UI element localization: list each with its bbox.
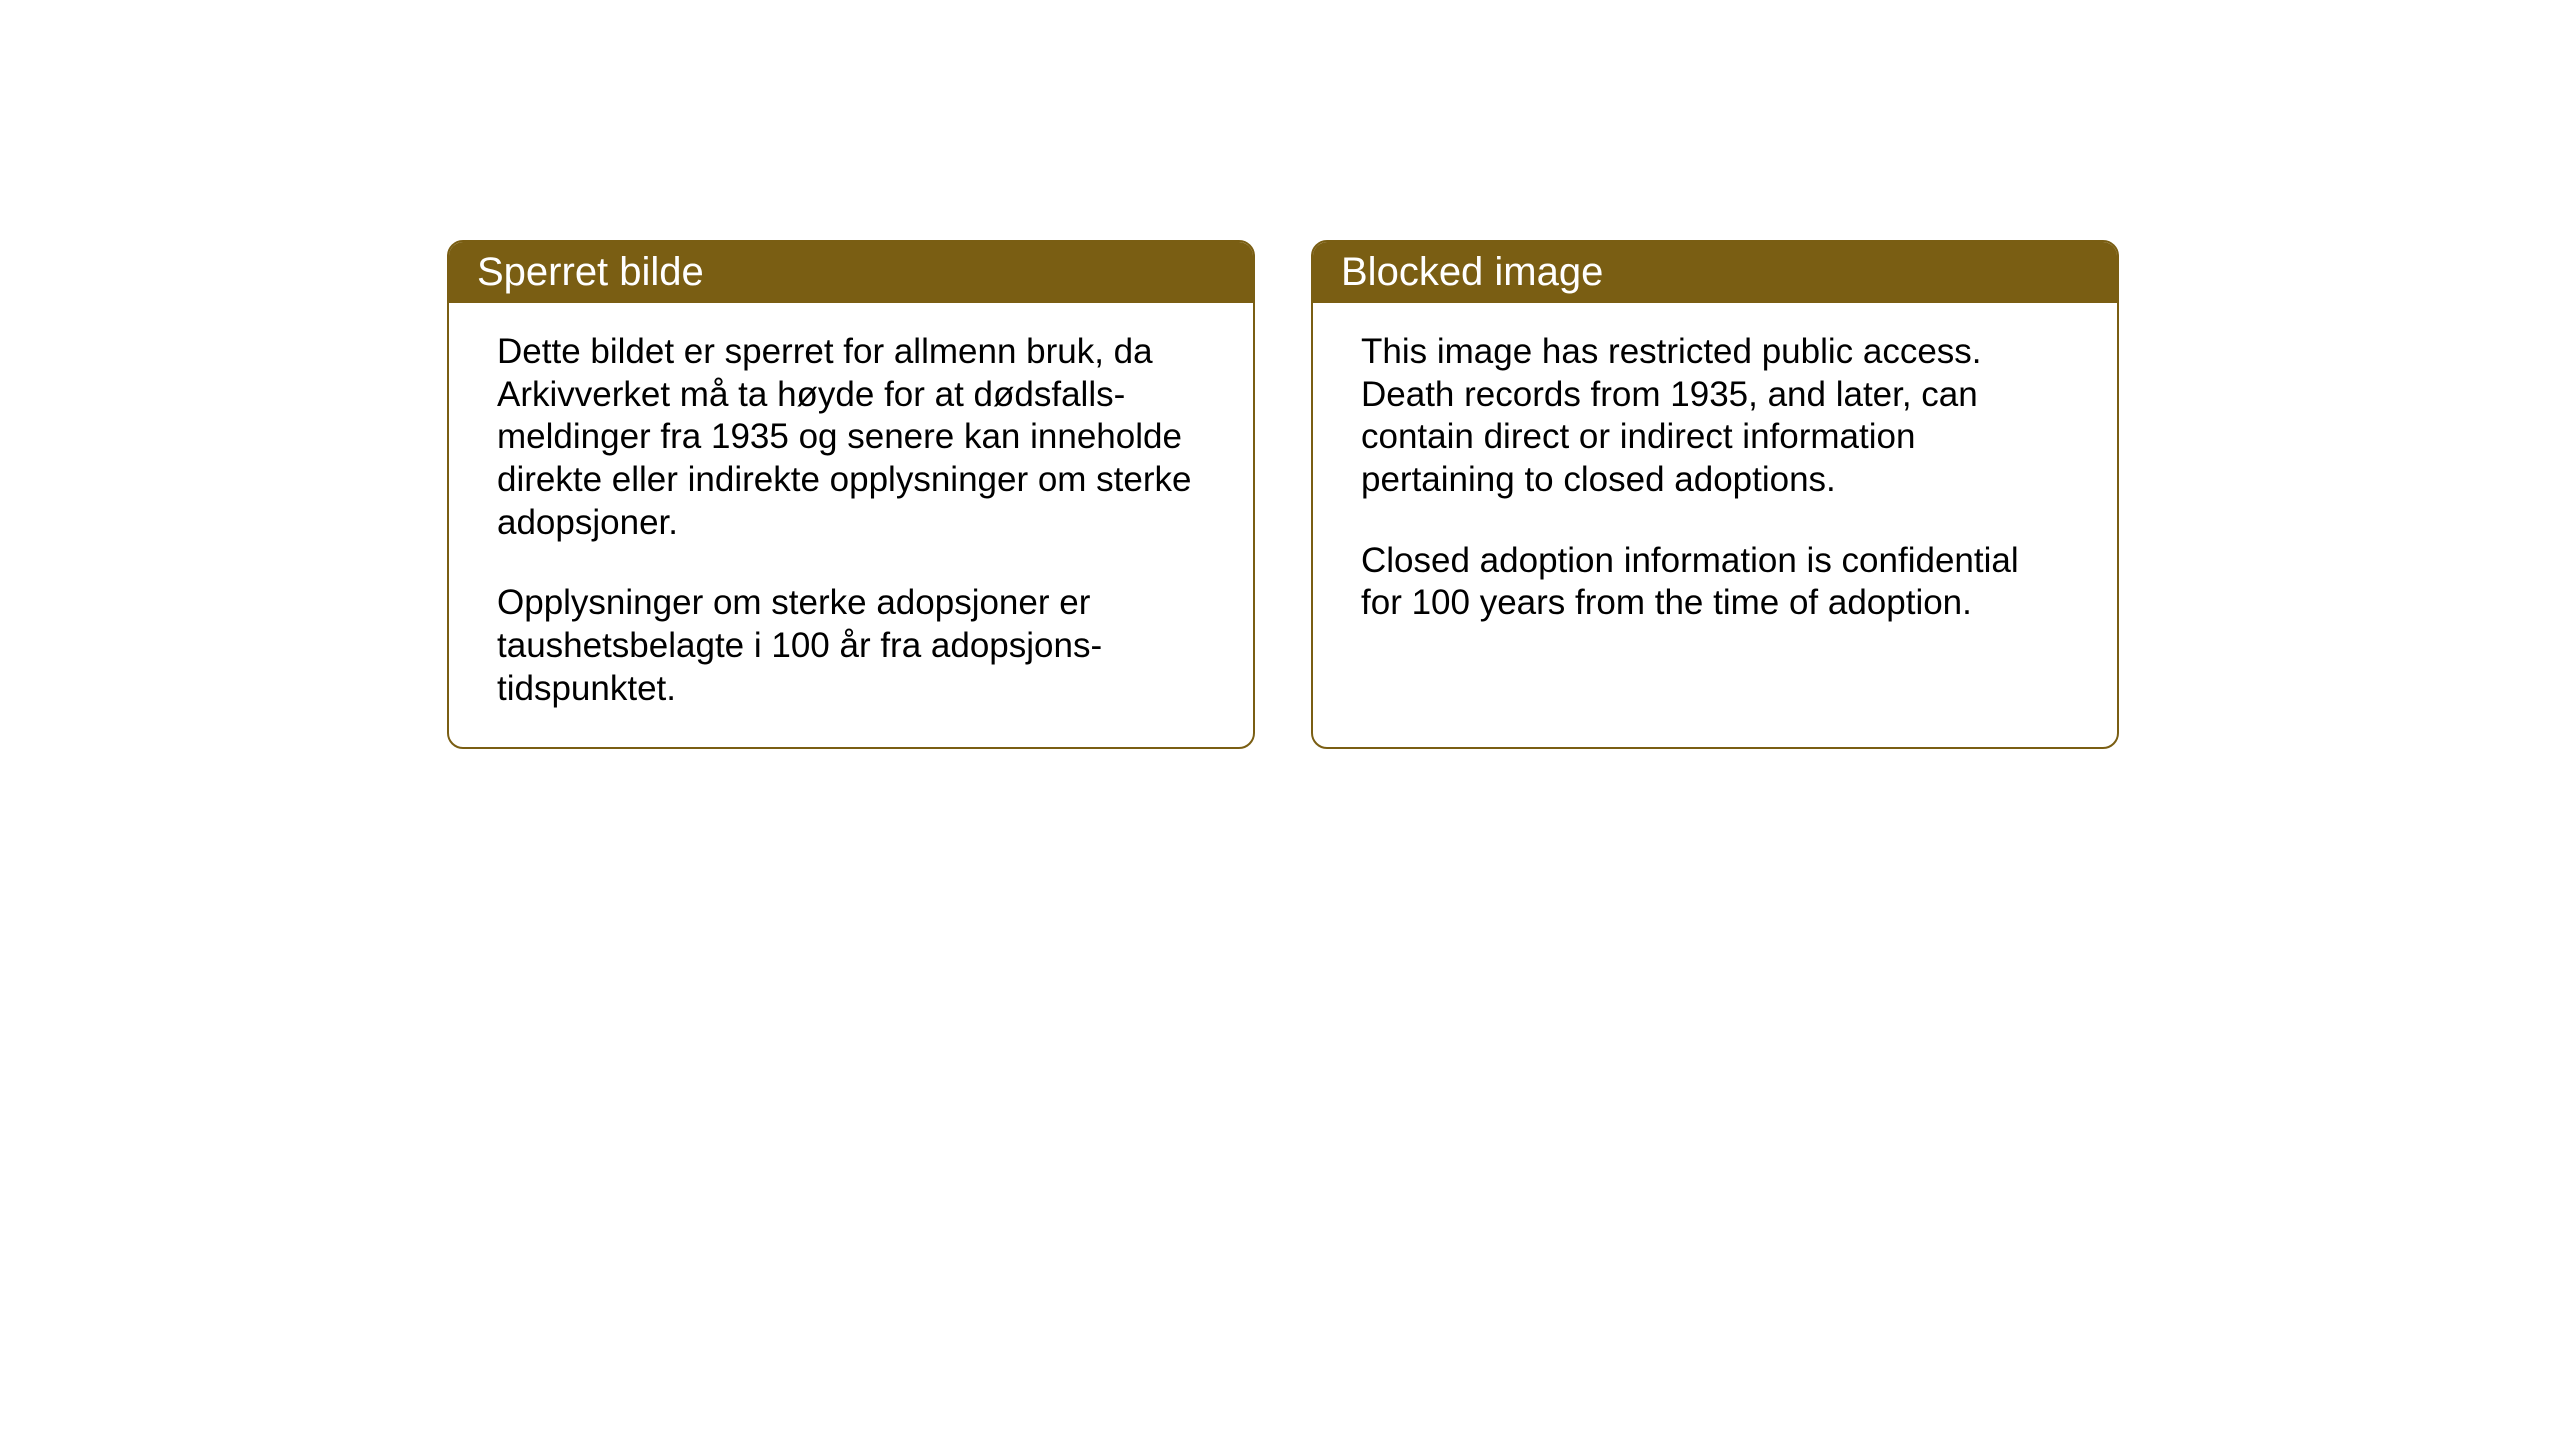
cards-container: Sperret bilde Dette bildet er sperret fo… — [447, 240, 2119, 749]
card-body-norwegian: Dette bildet er sperret for allmenn bruk… — [449, 303, 1253, 747]
card-header-norwegian: Sperret bilde — [449, 242, 1253, 303]
card-norwegian: Sperret bilde Dette bildet er sperret fo… — [447, 240, 1255, 749]
paragraph-2-norwegian: Opplysninger om sterke adopsjoner er tau… — [497, 582, 1205, 710]
card-body-english: This image has restricted public access.… — [1313, 303, 2117, 661]
paragraph-2-english: Closed adoption information is confident… — [1361, 540, 2069, 625]
paragraph-1-english: This image has restricted public access.… — [1361, 331, 2069, 502]
paragraph-1-norwegian: Dette bildet er sperret for allmenn bruk… — [497, 331, 1205, 544]
card-english: Blocked image This image has restricted … — [1311, 240, 2119, 749]
card-header-english: Blocked image — [1313, 242, 2117, 303]
